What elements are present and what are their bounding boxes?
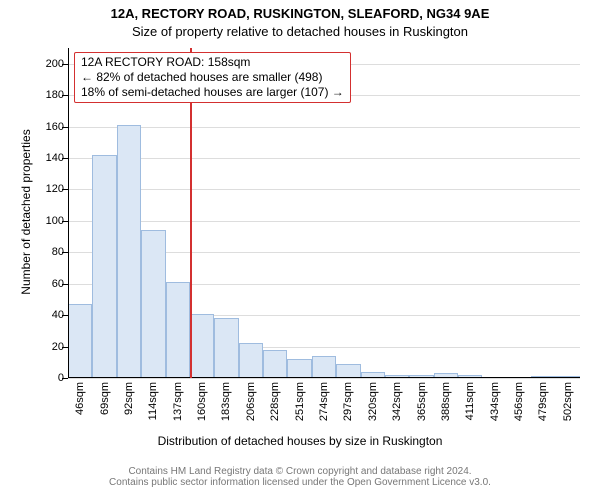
y-tick-label: 80	[6, 246, 64, 258]
x-tick-labels: 46sqm 69sqm 92sqm 114sqm 137sqm 160sqm 183sqm 2…	[68, 382, 580, 442]
x-tick-label: 228sqm	[269, 382, 281, 421]
y-tick-label: 180	[6, 89, 64, 101]
x-tick-label: 92sqm	[123, 382, 135, 415]
legend-line-1: 12A RECTORY ROAD: 158sqm	[81, 55, 344, 70]
bar	[92, 155, 116, 378]
x-tick-label: 388sqm	[440, 382, 452, 421]
x-tick-label: 297sqm	[342, 382, 354, 421]
chart-subtitle: Size of property relative to detached ho…	[0, 24, 600, 39]
y-axis-line	[68, 48, 69, 378]
chart-title: 12A, RECTORY ROAD, RUSKINGTON, SLEAFORD,…	[0, 6, 600, 21]
bar	[263, 350, 287, 378]
bar	[239, 343, 263, 378]
y-tick-labels: 020406080100120140160180200	[0, 48, 68, 378]
y-tick-label: 20	[6, 341, 64, 353]
x-tick-label: 137sqm	[172, 382, 184, 421]
x-tick-label: 502sqm	[562, 382, 574, 421]
bar	[336, 364, 360, 378]
chart-container: 12A, RECTORY ROAD, RUSKINGTON, SLEAFORD,…	[0, 0, 600, 500]
x-tick-label: 434sqm	[489, 382, 501, 421]
bar	[141, 230, 165, 378]
legend-box: 12A RECTORY ROAD: 158sqm ← 82% of detach…	[74, 52, 351, 103]
x-tick-label: 206sqm	[245, 382, 257, 421]
y-tick-label: 160	[6, 121, 64, 133]
y-tick-label: 60	[6, 278, 64, 290]
x-tick-label: 365sqm	[416, 382, 428, 421]
x-tick-label: 479sqm	[537, 382, 549, 421]
x-tick-label: 69sqm	[99, 382, 111, 415]
bar	[166, 282, 190, 378]
gridline	[68, 378, 580, 379]
x-tick-label: 456sqm	[513, 382, 525, 421]
y-tick-label: 120	[6, 183, 64, 195]
x-tick-label: 46sqm	[74, 382, 86, 415]
bar	[312, 356, 336, 378]
x-tick-label: 320sqm	[367, 382, 379, 421]
y-tick-label: 40	[6, 309, 64, 321]
x-tick-label: 251sqm	[294, 382, 306, 421]
x-tick-label: 160sqm	[196, 382, 208, 421]
x-tick-label: 411sqm	[464, 382, 476, 420]
bar	[214, 318, 238, 378]
gridline	[68, 189, 580, 190]
x-tick-label: 114sqm	[147, 382, 159, 420]
legend-line-3: 18% of semi-detached houses are larger (…	[81, 85, 344, 100]
gridline	[68, 127, 580, 128]
y-tick-label: 100	[6, 215, 64, 227]
footer-line-1: Contains HM Land Registry data © Crown c…	[0, 466, 600, 477]
gridline	[68, 221, 580, 222]
x-axis-line	[68, 377, 580, 378]
legend-line-2: ← 82% of detached houses are smaller (49…	[81, 70, 344, 85]
x-axis-label: Distribution of detached houses by size …	[0, 434, 600, 448]
y-tick-label: 0	[6, 372, 64, 384]
y-tick-label: 200	[6, 58, 64, 70]
x-tick-label: 183sqm	[220, 382, 232, 421]
bar	[287, 359, 311, 378]
y-tick-label: 140	[6, 152, 64, 164]
footer-line-2: Contains public sector information licen…	[0, 477, 600, 488]
x-tick-label: 274sqm	[318, 382, 330, 421]
bar	[68, 304, 92, 378]
bar	[117, 125, 141, 378]
x-tick-label: 342sqm	[391, 382, 403, 421]
gridline	[68, 158, 580, 159]
footer: Contains HM Land Registry data © Crown c…	[0, 466, 600, 488]
bar	[190, 314, 214, 378]
plot-area: 12A RECTORY ROAD: 158sqm ← 82% of detach…	[68, 48, 580, 378]
